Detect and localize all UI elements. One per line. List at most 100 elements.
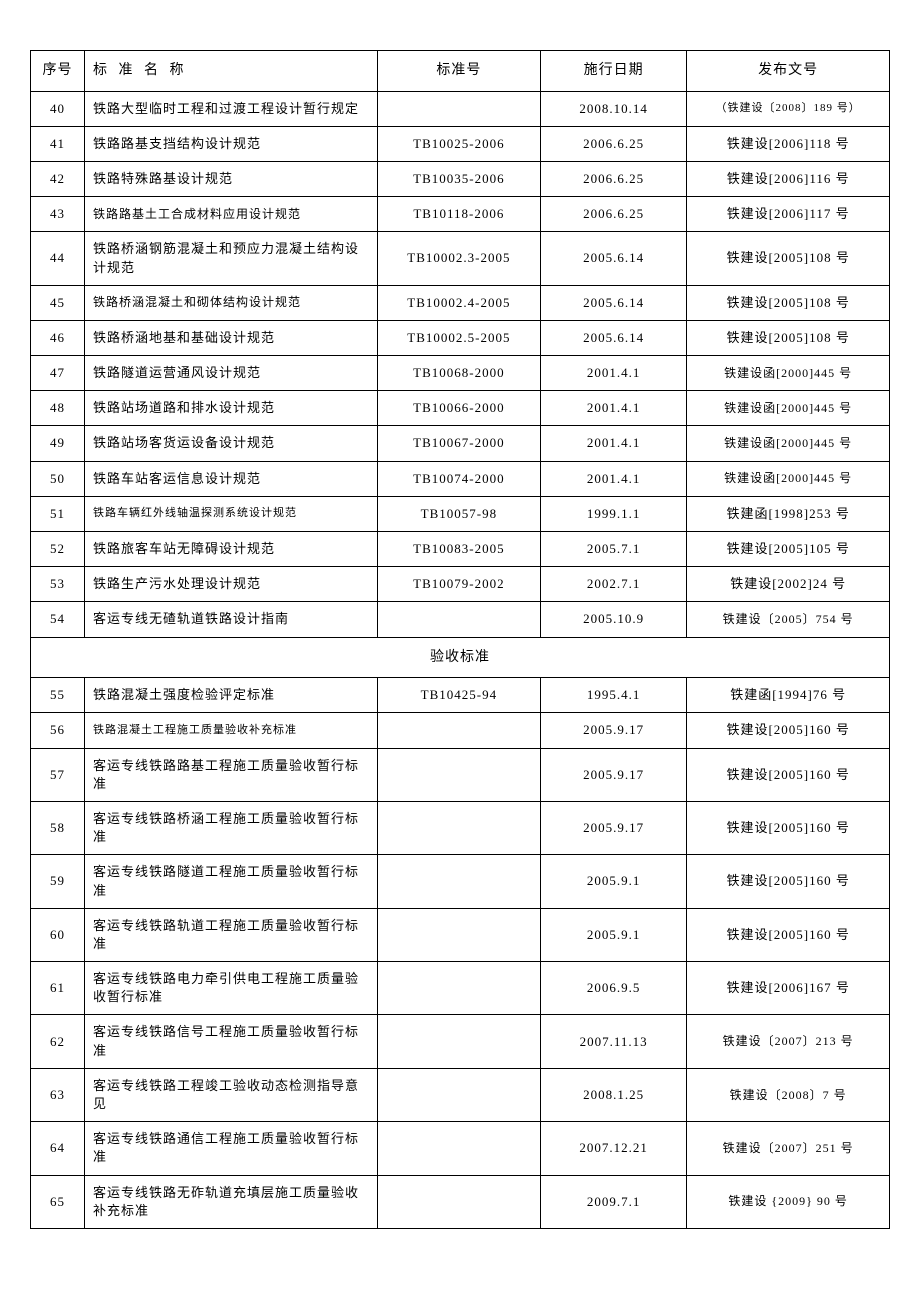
cell-docno: 铁建设函[2000]445 号 xyxy=(687,461,890,496)
cell-date: 2009.7.1 xyxy=(540,1175,686,1228)
cell-std: TB10002.3-2005 xyxy=(377,232,540,285)
cell-date: 2001.4.1 xyxy=(540,461,686,496)
page-container: 序号 标 准 名 称 标准号 施行日期 发布文号 40铁路大型临时工程和过渡工程… xyxy=(30,50,890,1229)
cell-seq: 60 xyxy=(31,908,85,961)
cell-name: 铁路桥涵钢筋混凝土和预应力混凝土结构设计规范 xyxy=(85,232,378,285)
table-row: 45铁路桥涵混凝土和砌体结构设计规范TB10002.4-20052005.6.1… xyxy=(31,285,890,320)
cell-docno: 铁建设[2005]160 号 xyxy=(687,801,890,854)
cell-docno: 铁建设[2005]108 号 xyxy=(687,285,890,320)
cell-seq: 62 xyxy=(31,1015,85,1068)
cell-std: TB10066-2000 xyxy=(377,391,540,426)
cell-date: 2005.6.14 xyxy=(540,232,686,285)
cell-date: 2005.9.17 xyxy=(540,748,686,801)
standards-table: 序号 标 准 名 称 标准号 施行日期 发布文号 40铁路大型临时工程和过渡工程… xyxy=(30,50,890,1229)
table-row: 56铁路混凝土工程施工质量验收补充标准2005.9.17铁建设[2005]160… xyxy=(31,713,890,748)
table-row: 58客运专线铁路桥涵工程施工质量验收暂行标准2005.9.17铁建设[2005]… xyxy=(31,801,890,854)
table-row: 63客运专线铁路工程竣工验收动态检测指导意见2008.1.25铁建设〔2008〕… xyxy=(31,1068,890,1121)
cell-std: TB10068-2000 xyxy=(377,356,540,391)
table-row: 61客运专线铁路电力牵引供电工程施工质量验收暂行标准2006.9.5铁建设[20… xyxy=(31,962,890,1015)
cell-std xyxy=(377,602,540,637)
section-header-body: 验收标准 xyxy=(31,637,890,678)
cell-date: 2001.4.1 xyxy=(540,356,686,391)
cell-seq: 51 xyxy=(31,496,85,531)
table-row: 64客运专线铁路通信工程施工质量验收暂行标准2007.12.21铁建设〔2007… xyxy=(31,1122,890,1175)
cell-name: 客运专线铁路隧道工程施工质量验收暂行标准 xyxy=(85,855,378,908)
table-row: 60客运专线铁路轨道工程施工质量验收暂行标准2005.9.1铁建设[2005]1… xyxy=(31,908,890,961)
cell-docno: 铁建设[2005]108 号 xyxy=(687,232,890,285)
cell-docno: 铁建设[2006]117 号 xyxy=(687,197,890,232)
cell-name: 铁路路基支挡结构设计规范 xyxy=(85,126,378,161)
cell-date: 2006.9.5 xyxy=(540,962,686,1015)
cell-seq: 43 xyxy=(31,197,85,232)
cell-date: 2005.6.14 xyxy=(540,320,686,355)
cell-docno: 铁建设函[2000]445 号 xyxy=(687,356,890,391)
table-row: 47铁路隧道运营通风设计规范TB10068-20002001.4.1铁建设函[2… xyxy=(31,356,890,391)
cell-docno: 铁建函[1994]76 号 xyxy=(687,678,890,713)
cell-name: 铁路车辆红外线轴温探测系统设计规范 xyxy=(85,496,378,531)
cell-date: 2008.1.25 xyxy=(540,1068,686,1121)
cell-seq: 46 xyxy=(31,320,85,355)
cell-docno: 铁建设[2002]24 号 xyxy=(687,567,890,602)
cell-seq: 50 xyxy=(31,461,85,496)
cell-seq: 41 xyxy=(31,126,85,161)
cell-seq: 54 xyxy=(31,602,85,637)
cell-std: TB10118-2006 xyxy=(377,197,540,232)
cell-std: TB10074-2000 xyxy=(377,461,540,496)
table-row: 55铁路混凝土强度检验评定标准TB10425-941995.4.1铁建函[199… xyxy=(31,678,890,713)
table-row: 43铁路路基土工合成材料应用设计规范TB10118-20062006.6.25铁… xyxy=(31,197,890,232)
cell-name: 铁路生产污水处理设计规范 xyxy=(85,567,378,602)
cell-seq: 63 xyxy=(31,1068,85,1121)
cell-date: 2005.9.1 xyxy=(540,855,686,908)
cell-std xyxy=(377,1015,540,1068)
cell-seq: 64 xyxy=(31,1122,85,1175)
cell-docno: 铁建设[2005]160 号 xyxy=(687,748,890,801)
cell-date: 1999.1.1 xyxy=(540,496,686,531)
cell-date: 2001.4.1 xyxy=(540,391,686,426)
cell-docno: 铁建设[2006]167 号 xyxy=(687,962,890,1015)
cell-seq: 42 xyxy=(31,161,85,196)
cell-date: 2007.11.13 xyxy=(540,1015,686,1068)
table-row: 52铁路旅客车站无障碍设计规范TB10083-20052005.7.1铁建设[2… xyxy=(31,532,890,567)
cell-docno: 铁建设[2005]160 号 xyxy=(687,713,890,748)
cell-seq: 40 xyxy=(31,91,85,126)
cell-seq: 53 xyxy=(31,567,85,602)
header-date: 施行日期 xyxy=(540,51,686,92)
cell-date: 1995.4.1 xyxy=(540,678,686,713)
cell-docno: 铁建设[2005]160 号 xyxy=(687,855,890,908)
cell-seq: 55 xyxy=(31,678,85,713)
cell-date: 2005.7.1 xyxy=(540,532,686,567)
table-row: 51铁路车辆红外线轴温探测系统设计规范TB10057-981999.1.1铁建函… xyxy=(31,496,890,531)
cell-name: 客运专线铁路轨道工程施工质量验收暂行标准 xyxy=(85,908,378,961)
cell-std xyxy=(377,1068,540,1121)
cell-std: TB10083-2005 xyxy=(377,532,540,567)
cell-docno: （铁建设〔2008〕189 号） xyxy=(687,91,890,126)
header-name: 标 准 名 称 xyxy=(85,51,378,92)
table-row: 44铁路桥涵钢筋混凝土和预应力混凝土结构设计规范TB10002.3-200520… xyxy=(31,232,890,285)
table-row: 46铁路桥涵地基和基础设计规范TB10002.5-20052005.6.14铁建… xyxy=(31,320,890,355)
header-docno: 发布文号 xyxy=(687,51,890,92)
cell-seq: 61 xyxy=(31,962,85,1015)
table-row: 53铁路生产污水处理设计规范TB10079-20022002.7.1铁建设[20… xyxy=(31,567,890,602)
cell-name: 客运专线铁路桥涵工程施工质量验收暂行标准 xyxy=(85,801,378,854)
cell-docno: 铁建设〔2008〕7 号 xyxy=(687,1068,890,1121)
table-header: 序号 标 准 名 称 标准号 施行日期 发布文号 xyxy=(31,51,890,92)
cell-std: TB10025-2006 xyxy=(377,126,540,161)
cell-name: 铁路站场客货运设备设计规范 xyxy=(85,426,378,461)
cell-std xyxy=(377,748,540,801)
table-row: 42铁路特殊路基设计规范TB10035-20062006.6.25铁建设[200… xyxy=(31,161,890,196)
cell-docno: 铁建设〔2007〕251 号 xyxy=(687,1122,890,1175)
cell-name: 铁路混凝土工程施工质量验收补充标准 xyxy=(85,713,378,748)
cell-std xyxy=(377,91,540,126)
cell-name: 客运专线无碴轨道铁路设计指南 xyxy=(85,602,378,637)
cell-date: 2006.6.25 xyxy=(540,161,686,196)
header-row: 序号 标 准 名 称 标准号 施行日期 发布文号 xyxy=(31,51,890,92)
cell-docno: 铁建设[2006]118 号 xyxy=(687,126,890,161)
cell-name: 客运专线铁路通信工程施工质量验收暂行标准 xyxy=(85,1122,378,1175)
cell-docno: 铁建设函[2000]445 号 xyxy=(687,391,890,426)
cell-date: 2008.10.14 xyxy=(540,91,686,126)
cell-docno: 铁建设〔2005〕754 号 xyxy=(687,602,890,637)
cell-docno: 铁建设〔2007〕213 号 xyxy=(687,1015,890,1068)
table-body-2: 55铁路混凝土强度检验评定标准TB10425-941995.4.1铁建函[199… xyxy=(31,678,890,1229)
cell-date: 2002.7.1 xyxy=(540,567,686,602)
cell-seq: 59 xyxy=(31,855,85,908)
